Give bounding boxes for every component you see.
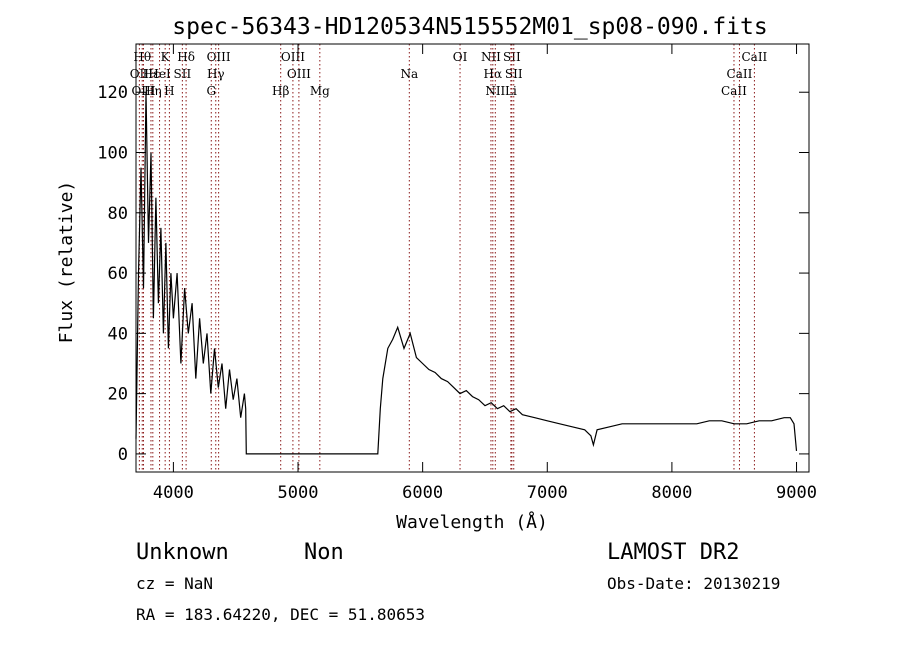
- x-axis-label: Wavelength (Å): [396, 511, 548, 533]
- ra-dec-coords: RA = 183.64220, DEC = 51.80653: [136, 605, 425, 624]
- object-subclass: Non: [304, 540, 344, 565]
- y-tick-label-60: 60: [108, 264, 128, 284]
- series-line-0: [135, 92, 798, 455]
- survey-name: LAMOST DR2: [607, 540, 739, 565]
- y-axis-ticks: 0 20 40 60 80 100 120: [97, 83, 809, 465]
- line-marker-label-18: OI: [453, 50, 468, 64]
- x-axis-ticks: 4000 5000 6000 7000 8000 9000: [153, 44, 817, 503]
- spectrum-series: [135, 92, 798, 455]
- y-tick-label-80: 80: [108, 204, 128, 224]
- chart-title: spec-56343-HD120534N515552M01_sp08-090.f…: [172, 14, 767, 40]
- line-marker-label-1: Hθ: [133, 50, 151, 64]
- y-tick-label-100: 100: [97, 144, 128, 164]
- line-marker-label-14: OIII: [281, 50, 305, 64]
- line-marker-label-9: Hδ: [177, 50, 195, 64]
- line-marker-label-10: OIII: [207, 50, 231, 64]
- y-tick-label-120: 120: [97, 83, 128, 103]
- line-marker-label-15: OIII: [287, 67, 311, 81]
- line-marker-label-3: Hη: [144, 84, 162, 98]
- line-marker-label-21: NII: [485, 84, 505, 98]
- y-tick-label-40: 40: [108, 324, 128, 344]
- x-tick-label-9000: 9000: [776, 483, 817, 503]
- line-marker-label-19: NII: [481, 50, 501, 64]
- line-marker-label-27: CaII: [741, 50, 767, 64]
- y-tick-label-0: 0: [118, 445, 128, 465]
- line-marker-label-26: CaII: [727, 67, 753, 81]
- line-marker-label-16: Mg: [310, 84, 330, 98]
- line-marker-label-8: H: [164, 84, 174, 98]
- line-marker-label-7: SII: [174, 67, 192, 81]
- x-tick-label-8000: 8000: [651, 483, 692, 503]
- line-marker-label-0: OII: [130, 67, 150, 81]
- x-tick-label-7000: 7000: [527, 483, 568, 503]
- line-marker-label-2: OIII: [131, 84, 155, 98]
- plot-frame: [135, 43, 810, 473]
- x-tick-label-6000: 6000: [402, 483, 443, 503]
- line-marker-label-20: Hα: [484, 67, 503, 81]
- line-marker-label-5: K: [161, 50, 171, 64]
- x-tick-label-5000: 5000: [278, 483, 319, 503]
- line-marker-label-22: SII: [503, 50, 521, 64]
- line-marker-label-6: HeI: [148, 67, 171, 81]
- line-marker-label-12: G: [206, 84, 216, 98]
- line-marker-label-24: Li: [505, 84, 517, 98]
- line-marker-label-4: Hε: [143, 67, 160, 81]
- redshift-cz: cz = NaN: [136, 574, 213, 593]
- obs-date: Obs-Date: 20130219: [607, 574, 780, 593]
- object-class: Unknown: [136, 540, 229, 565]
- line-marker-label-13: Hβ: [272, 84, 289, 98]
- line-marker-label-25: CaII: [721, 84, 747, 98]
- line-marker-label-23: SII: [505, 67, 523, 81]
- line-marker-label-17: Na: [400, 67, 418, 81]
- y-tick-label-20: 20: [108, 385, 128, 405]
- x-tick-label-4000: 4000: [153, 483, 194, 503]
- line-marker-label-11: Hγ: [207, 67, 225, 81]
- y-axis-label: Flux (relative): [56, 181, 77, 344]
